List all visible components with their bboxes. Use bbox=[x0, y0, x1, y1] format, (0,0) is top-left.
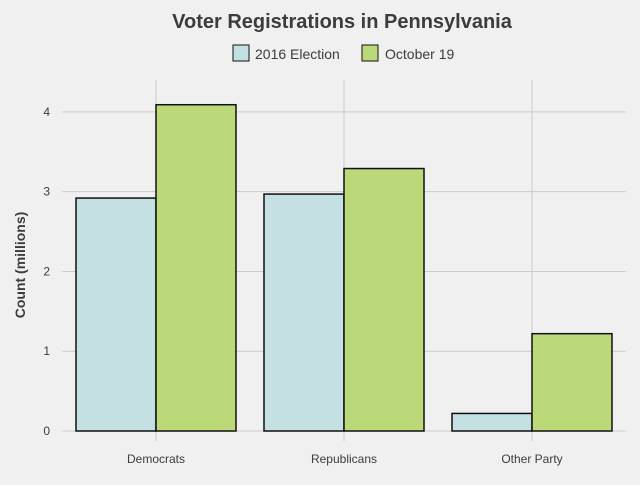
x-tick-label-democrats: Democrats bbox=[127, 452, 185, 466]
bar-2016-election-democrats bbox=[75, 197, 157, 432]
legend-label-2016-election: 2016 Election bbox=[255, 46, 340, 62]
x-tick-label-other-party: Other Party bbox=[501, 452, 562, 466]
x-tick-label-republicans: Republicans bbox=[311, 452, 377, 466]
legend-swatch-october-19 bbox=[361, 44, 379, 62]
bars bbox=[75, 103, 613, 432]
legend-swatch-2016-election bbox=[232, 44, 250, 62]
y-tick-label: 4 bbox=[43, 105, 50, 119]
axis-ticks: 0 1 2 3 4 Democrats Republicans Other Party bbox=[43, 105, 562, 466]
bar-october-19-republicans bbox=[343, 167, 425, 432]
y-axis-title: Count (millions) bbox=[12, 212, 28, 319]
y-tick-label: 1 bbox=[43, 344, 50, 358]
bar-october-19-democrats bbox=[155, 103, 237, 432]
y-tick-label: 3 bbox=[43, 185, 50, 199]
bar-2016-election-other-party bbox=[451, 412, 533, 432]
legend-label-october-19: October 19 bbox=[385, 46, 454, 62]
bar-october-19-other-party bbox=[531, 332, 613, 432]
y-tick-label: 2 bbox=[43, 264, 50, 278]
chart-title: Voter Registrations in Pennsylvania bbox=[172, 11, 513, 33]
bar-2016-election-republicans bbox=[263, 193, 345, 432]
chart-legend: 2016 Election October 19 bbox=[232, 44, 454, 62]
y-tick-label: 0 bbox=[43, 424, 50, 438]
